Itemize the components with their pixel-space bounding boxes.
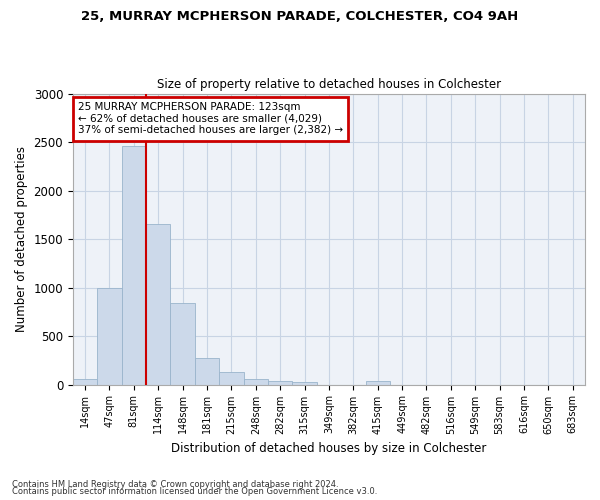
Bar [122,146,146,384]
Bar [73,379,97,384]
Bar [219,372,244,384]
Text: 25, MURRAY MCPHERSON PARADE, COLCHESTER, CO4 9AH: 25, MURRAY MCPHERSON PARADE, COLCHESTER,… [82,10,518,23]
Bar [195,358,219,384]
Text: Contains HM Land Registry data © Crown copyright and database right 2024.: Contains HM Land Registry data © Crown c… [12,480,338,489]
Text: 25 MURRAY MCPHERSON PARADE: 123sqm
← 62% of detached houses are smaller (4,029)
: 25 MURRAY MCPHERSON PARADE: 123sqm ← 62%… [78,102,343,136]
Bar [146,224,170,384]
Bar [292,382,317,384]
Y-axis label: Number of detached properties: Number of detached properties [15,146,28,332]
Bar [365,381,390,384]
Bar [268,381,292,384]
Text: Contains public sector information licensed under the Open Government Licence v3: Contains public sector information licen… [12,487,377,496]
X-axis label: Distribution of detached houses by size in Colchester: Distribution of detached houses by size … [171,442,487,455]
Bar [244,379,268,384]
Title: Size of property relative to detached houses in Colchester: Size of property relative to detached ho… [157,78,501,91]
Bar [97,288,122,384]
Bar [170,303,195,384]
